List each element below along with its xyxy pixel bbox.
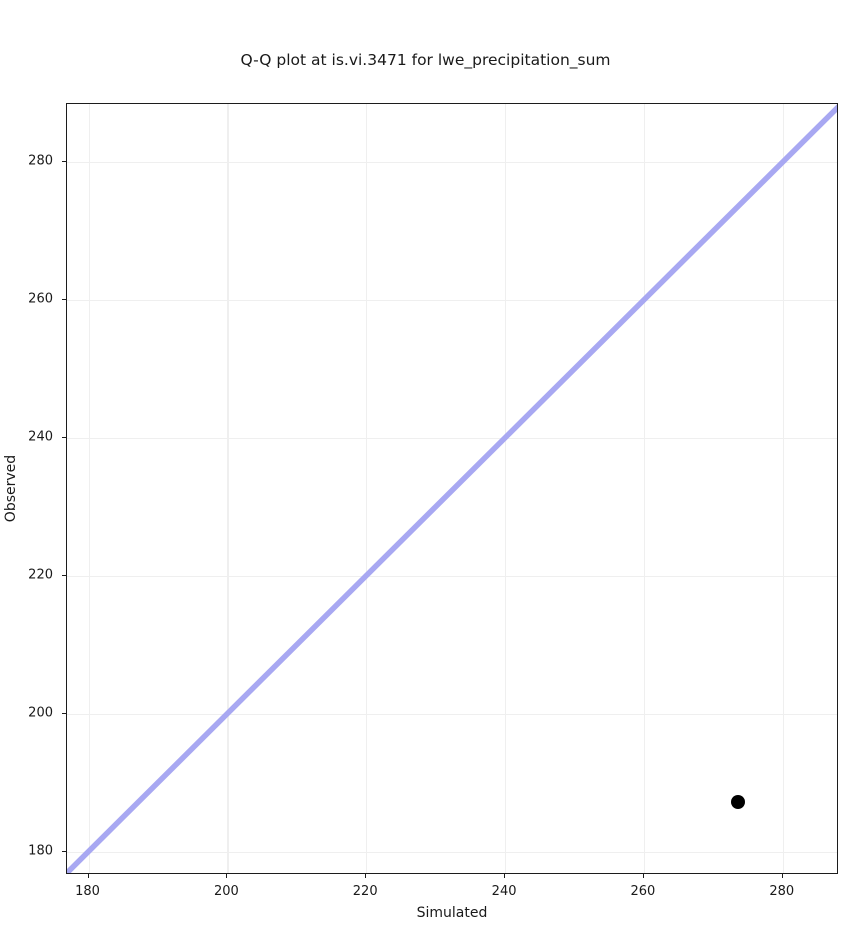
gridline-x-200 (227, 104, 229, 873)
y-tick-label-260: 260 (28, 291, 53, 307)
gridline-x-180 (88, 104, 90, 873)
gridline-x-260 (643, 104, 646, 873)
x-tick-mark-240 (504, 874, 506, 878)
chart-title-line-1: Q-Q plot at is.vi.3471 for lwe_precipita… (240, 51, 611, 69)
plot-area (66, 103, 838, 874)
x-tick-label-240: 240 (491, 884, 517, 899)
y-tick-mark-220 (62, 574, 66, 576)
gridline-y-200 (67, 713, 837, 715)
gridline-x-220 (366, 104, 368, 873)
x-axis-label: Simulated (416, 905, 488, 921)
x-tick-mark-220 (365, 874, 367, 878)
y-tick-mark-280 (62, 160, 66, 162)
y-tick-label-240: 240 (28, 429, 53, 445)
y-tick-label-180: 180 (28, 843, 53, 859)
data-point (731, 794, 746, 809)
y-tick-mark-260 (62, 298, 66, 300)
gridline-x-240 (505, 104, 507, 873)
y-tick-label-200: 200 (28, 705, 53, 721)
gridline-y-240 (67, 437, 837, 439)
x-tick-label-220: 220 (352, 884, 378, 899)
gridline-y-180 (67, 851, 837, 853)
y-tick-label-220: 220 (28, 567, 53, 583)
gridline-x-280 (782, 104, 784, 873)
x-tick-mark-260 (642, 874, 644, 878)
x-tick-mark-280 (781, 874, 783, 878)
gridline-y-260 (67, 299, 837, 302)
y-tick-mark-240 (62, 436, 66, 438)
x-tick-label-280: 280 (769, 884, 795, 899)
gridline-y-280 (67, 161, 837, 164)
x-tick-label-180: 180 (75, 884, 100, 899)
x-tick-mark-200 (226, 874, 228, 878)
identity-reference-line (67, 104, 837, 873)
y-tick-label-280: 280 (28, 153, 53, 169)
y-axis-label: Observed (3, 454, 19, 523)
y-tick-mark-200 (62, 712, 66, 714)
x-tick-mark-180 (87, 874, 89, 878)
y-tick-mark-180 (62, 850, 66, 852)
x-tick-label-260: 260 (630, 884, 656, 899)
gridline-y-220 (67, 575, 837, 577)
x-tick-label-200: 200 (213, 884, 239, 899)
